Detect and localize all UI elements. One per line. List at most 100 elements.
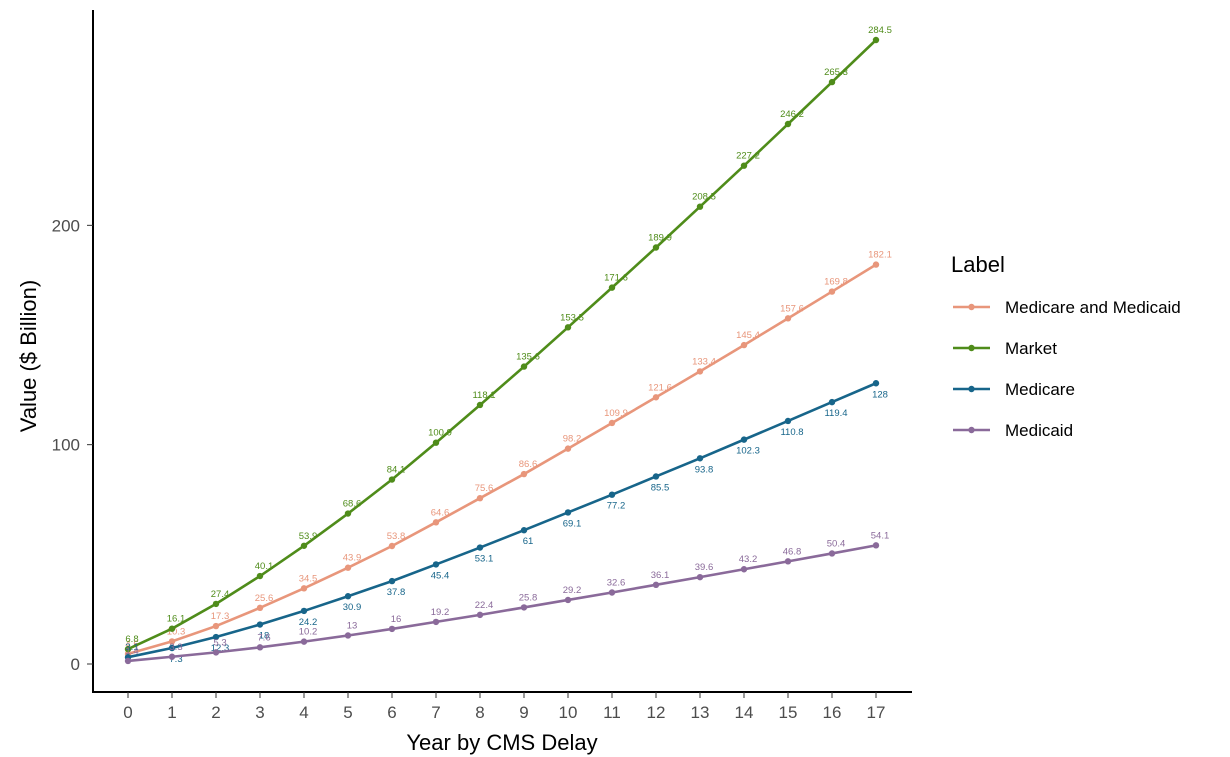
data-label: 24.2 <box>299 617 318 628</box>
data-label: 102.3 <box>736 446 760 457</box>
data-point <box>168 653 176 660</box>
data-point <box>256 644 264 651</box>
data-point <box>432 618 440 626</box>
plot-area: 4.6 10.3 17.3 25.6 34.5 43.9 53.8 64.6 75.6 86.6 9… <box>124 25 892 665</box>
data-point <box>564 509 572 516</box>
data-point <box>696 455 704 462</box>
data-label: 128 <box>872 389 888 400</box>
x-tick-label: 1 <box>167 703 176 722</box>
data-label: 169.8 <box>824 277 848 288</box>
series-line <box>127 382 877 659</box>
data-point <box>256 604 264 612</box>
data-label: 10.3 <box>167 626 186 637</box>
data-label: 19.2 <box>431 607 450 618</box>
data-point <box>872 261 880 268</box>
data-point <box>520 604 528 611</box>
data-label: 68.6 <box>343 499 362 510</box>
data-label: 246.2 <box>780 109 804 120</box>
data-label: 10.2 <box>299 627 318 638</box>
data-point <box>344 564 352 571</box>
series-medicare-and-medicaid: 4.6 10.3 17.3 25.6 34.5 43.9 53.8 64.6 75.6 86.6 9… <box>124 250 892 658</box>
x-tick-label: 6 <box>387 703 396 722</box>
data-point <box>168 638 176 645</box>
data-point <box>432 519 440 526</box>
x-tick-label: 17 <box>867 703 886 722</box>
data-label: 16 <box>391 614 402 625</box>
data-point <box>212 633 220 641</box>
data-label: 145.4 <box>736 330 760 341</box>
data-point <box>696 203 704 210</box>
data-point <box>784 417 792 425</box>
data-point <box>432 439 440 446</box>
data-point <box>828 78 836 86</box>
data-point <box>564 596 572 604</box>
data-label: 43.2 <box>739 554 758 565</box>
data-point <box>784 120 792 128</box>
data-point <box>432 561 440 568</box>
data-point <box>828 550 836 557</box>
data-point <box>608 589 616 596</box>
data-point <box>300 638 308 645</box>
data-label: 284.5 <box>868 25 892 36</box>
data-label: 86.6 <box>519 459 538 470</box>
data-point <box>520 470 528 478</box>
data-point <box>476 401 484 409</box>
data-label: 98.2 <box>563 434 582 445</box>
data-label: 265.3 <box>824 67 848 78</box>
x-tick-label: 7 <box>431 703 440 722</box>
data-point <box>212 600 220 608</box>
data-label: 157.6 <box>780 303 804 314</box>
data-label: 54.1 <box>871 530 890 541</box>
data-label: 189.9 <box>648 232 672 243</box>
data-point <box>696 368 704 375</box>
data-label: 118.1 <box>472 390 495 401</box>
data-point <box>652 473 660 480</box>
data-point <box>520 363 528 370</box>
y-tick-label: 100 <box>52 436 80 455</box>
data-point <box>828 398 836 406</box>
data-point <box>784 558 792 565</box>
data-label: 6.8 <box>125 634 138 645</box>
data-point <box>300 607 308 615</box>
data-point <box>652 394 660 401</box>
legend-label: Medicaid <box>1005 421 1073 440</box>
data-point <box>476 494 484 502</box>
legend-item: Medicare and Medicaid <box>953 298 1181 317</box>
data-label: 29.2 <box>563 585 582 596</box>
data-point <box>344 510 352 517</box>
data-label: 34.5 <box>299 573 318 584</box>
series-line <box>127 544 877 663</box>
y-axis-title: Value ($ Billion) <box>16 280 41 432</box>
data-point <box>608 284 616 291</box>
legend-label: Medicare <box>1005 380 1075 399</box>
data-label: 7.6 <box>257 632 270 643</box>
data-point <box>872 542 880 549</box>
data-label: 25.8 <box>519 592 538 603</box>
data-point <box>300 585 308 592</box>
data-label: 53.9 <box>299 531 318 542</box>
data-point <box>388 577 396 585</box>
y-tick-label: 200 <box>52 216 80 235</box>
data-point <box>828 288 836 295</box>
data-label: 133.4 <box>692 356 716 367</box>
legend-item: Medicaid <box>953 421 1073 440</box>
legend-key-point <box>968 385 975 393</box>
data-label: 37.8 <box>387 587 406 598</box>
data-label: 3.3 <box>169 642 182 653</box>
data-label: 135.6 <box>516 352 540 363</box>
data-point <box>476 611 484 619</box>
data-label: 153.5 <box>560 312 584 323</box>
data-label: 3.1 <box>125 642 138 653</box>
legend-item: Market <box>953 339 1057 358</box>
data-point <box>124 645 132 653</box>
data-label: 100.9 <box>428 428 452 439</box>
data-point <box>652 581 660 589</box>
data-point <box>784 315 792 322</box>
data-point <box>520 527 528 534</box>
data-label: 16.1 <box>167 614 186 625</box>
data-label: 32.6 <box>607 577 626 588</box>
data-point <box>872 36 880 44</box>
data-label: 1.4 <box>125 646 138 657</box>
data-label: 25.6 <box>255 593 274 604</box>
legend-key-point <box>968 344 975 352</box>
